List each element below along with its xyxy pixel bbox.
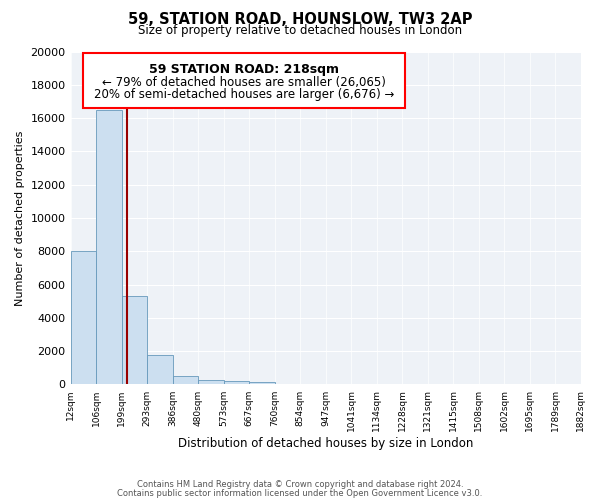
Text: 59 STATION ROAD: 218sqm: 59 STATION ROAD: 218sqm [149,63,339,76]
X-axis label: Distribution of detached houses by size in London: Distribution of detached houses by size … [178,437,473,450]
Bar [71,252,96,384]
Text: ← 79% of detached houses are smaller (26,065): ← 79% of detached houses are smaller (26… [102,76,386,89]
FancyBboxPatch shape [83,53,404,108]
Y-axis label: Number of detached properties: Number of detached properties [15,130,25,306]
Bar [173,376,198,384]
Text: Size of property relative to detached houses in London: Size of property relative to detached ho… [138,24,462,37]
Bar [147,356,173,384]
Text: Contains public sector information licensed under the Open Government Licence v3: Contains public sector information licen… [118,490,482,498]
Bar [224,381,249,384]
Bar [249,382,275,384]
Text: Contains HM Land Registry data © Crown copyright and database right 2024.: Contains HM Land Registry data © Crown c… [137,480,463,489]
Text: 59, STATION ROAD, HOUNSLOW, TW3 2AP: 59, STATION ROAD, HOUNSLOW, TW3 2AP [128,12,472,28]
Text: 20% of semi-detached houses are larger (6,676) →: 20% of semi-detached houses are larger (… [94,88,394,101]
Bar [96,110,122,384]
Bar [122,296,147,384]
Bar [198,380,224,384]
